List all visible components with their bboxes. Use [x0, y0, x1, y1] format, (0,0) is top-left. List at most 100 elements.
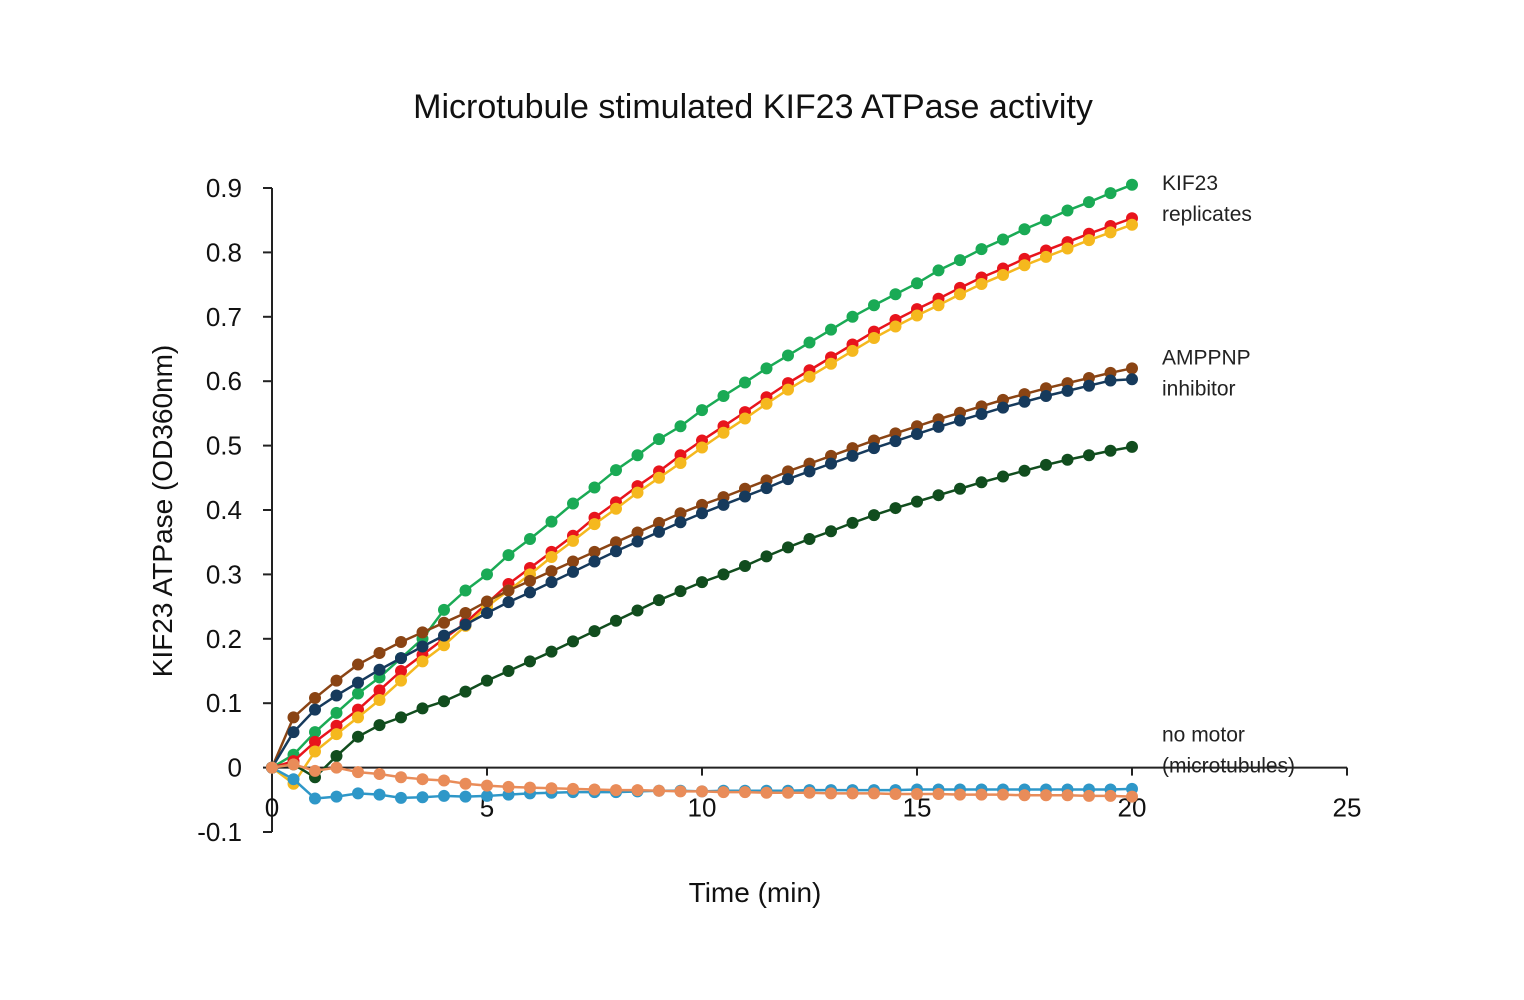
- series-6: [266, 440, 1138, 784]
- data-point: [653, 516, 665, 529]
- data-point: [459, 584, 472, 597]
- data-point: [653, 525, 665, 538]
- data-point: [653, 471, 665, 484]
- data-point: [395, 652, 407, 665]
- data-point: [1083, 196, 1095, 209]
- annotations: KIF23 replicates AMPPNP inhibitor no motor (m…: [1162, 172, 1295, 778]
- data-point: [330, 689, 343, 702]
- data-point: [868, 442, 880, 455]
- data-point: [760, 482, 773, 495]
- data-point: [997, 788, 1009, 801]
- x-tick-label: 25: [1333, 793, 1362, 823]
- data-point: [696, 785, 708, 798]
- data-point: [395, 771, 407, 784]
- data-point: [911, 309, 923, 322]
- data-point: [481, 568, 493, 581]
- data-point: [1061, 384, 1074, 397]
- data-point: [975, 476, 988, 489]
- data-point: [352, 711, 364, 724]
- data-point: [1083, 789, 1095, 802]
- y-tick-label: 0: [228, 753, 242, 783]
- data-point: [287, 711, 300, 724]
- data-point: [825, 357, 837, 370]
- data-point: [889, 288, 902, 301]
- chart-title: Microtubule stimulated KIF23 ATPase acti…: [413, 88, 1093, 126]
- data-point: [739, 560, 751, 573]
- data-point: [395, 791, 407, 804]
- annotation-line: inhibitor: [1162, 377, 1236, 400]
- data-point: [739, 412, 751, 425]
- data-point: [954, 254, 966, 267]
- data-point: [287, 758, 300, 771]
- data-point: [1040, 390, 1052, 403]
- data-point: [416, 640, 429, 653]
- y-tick-label: 0.8: [206, 237, 242, 267]
- data-point: [309, 792, 321, 805]
- data-point: [782, 541, 794, 554]
- data-point: [588, 518, 601, 531]
- data-point: [932, 420, 945, 433]
- data-point: [567, 555, 579, 568]
- data-point: [739, 490, 751, 503]
- data-point: [459, 790, 472, 803]
- data-point: [373, 768, 386, 781]
- data-point: [352, 730, 364, 743]
- data-point: [545, 515, 558, 528]
- data-point: [330, 761, 343, 774]
- data-point: [352, 766, 364, 779]
- data-point: [588, 481, 601, 494]
- data-point: [674, 456, 687, 469]
- data-point: [717, 426, 730, 439]
- data-point: [846, 449, 859, 462]
- data-point: [524, 586, 536, 599]
- data-point: [352, 787, 364, 800]
- data-point: [1126, 790, 1138, 803]
- data-point: [610, 614, 622, 627]
- data-point: [932, 489, 945, 502]
- data-point: [459, 685, 472, 698]
- data-point: [502, 780, 515, 793]
- data-point: [309, 735, 321, 748]
- data-point: [1040, 214, 1052, 227]
- data-point: [438, 616, 450, 629]
- data-point: [524, 532, 536, 545]
- data-point: [287, 773, 300, 786]
- data-point: [760, 550, 773, 563]
- data-point: [416, 773, 429, 786]
- data-point: [846, 787, 859, 800]
- data-point: [330, 728, 343, 741]
- data-point: [911, 277, 923, 290]
- y-tick-label: 0.4: [206, 495, 242, 525]
- data-point: [911, 788, 923, 801]
- data-point: [610, 784, 622, 797]
- data-point: [954, 482, 966, 495]
- data-point: [674, 507, 687, 520]
- annotation-1: KIF23 replicates: [1162, 172, 1252, 226]
- data-point: [395, 636, 407, 649]
- data-point: [502, 549, 515, 562]
- data-point: [438, 789, 450, 802]
- data-point: [567, 565, 579, 578]
- data-point: [954, 414, 966, 427]
- data-point: [717, 498, 730, 511]
- data-point: [545, 565, 558, 578]
- series-5: [266, 373, 1138, 774]
- data-point: [782, 473, 794, 486]
- data-point: [868, 509, 880, 522]
- data-point: [588, 545, 601, 558]
- data-point: [1104, 226, 1117, 239]
- data-point: [954, 788, 966, 801]
- data-point: [1083, 234, 1095, 247]
- data-point: [545, 645, 558, 658]
- y-tick-label: 0.3: [206, 559, 242, 589]
- data-point: [352, 687, 364, 700]
- data-point: [567, 782, 579, 795]
- data-point: [567, 635, 579, 648]
- data-point: [825, 457, 837, 470]
- data-point: [395, 674, 407, 687]
- data-point: [631, 526, 644, 539]
- data-point: [782, 786, 794, 799]
- data-point: [330, 674, 343, 687]
- data-point: [309, 703, 321, 716]
- data-point: [889, 502, 902, 515]
